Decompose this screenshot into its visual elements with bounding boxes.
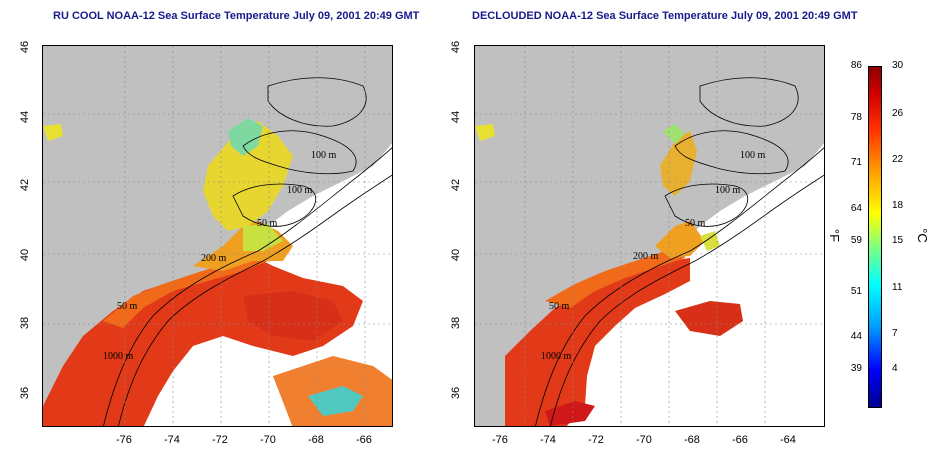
fahrenheit-unit-label: °F [827, 228, 843, 243]
left-map-graphic: 100 m 100 m 50 m 200 m 50 m 1000 m [43, 46, 392, 426]
contour-label: 200 m [633, 251, 659, 262]
x-tick-label: -74 [164, 434, 180, 446]
colorbar-c-tick: 18 [892, 200, 904, 211]
y-tick-label: 38 [19, 316, 32, 330]
x-tick-label: -76 [492, 434, 508, 446]
x-tick-label: -76 [116, 434, 132, 446]
sst-warm-region [505, 258, 690, 426]
contour-label: 200 m [201, 253, 227, 264]
y-tick-label: 38 [450, 316, 463, 330]
colorbar-c-tick: 4 [892, 363, 898, 374]
y-tick-label: 42 [19, 178, 32, 192]
colorbar-c-tick: 15 [892, 235, 904, 246]
x-tick-label: -68 [308, 434, 324, 446]
left-sst-map: 100 m 100 m 50 m 200 m 50 m 1000 m [42, 45, 393, 427]
colorbar-c-tick: 30 [892, 60, 904, 71]
graticule [43, 46, 392, 426]
celsius-unit-label: °C [914, 228, 930, 243]
right-map-graphic: 100 m 100 m 50 m 200 m 50 m 1000 m [475, 46, 824, 426]
colorbar-f-tick: 39 [850, 363, 862, 374]
bathymetry-contours [535, 77, 824, 426]
x-tick-label: -68 [684, 434, 700, 446]
right-sst-map: 100 m 100 m 50 m 200 m 50 m 1000 m [474, 45, 825, 427]
y-tick-label: 44 [450, 110, 463, 124]
contour-label: 100 m [740, 150, 766, 161]
graticule [475, 46, 824, 426]
colorbar-f-tick: 86 [850, 60, 862, 71]
x-tick-label: -64 [780, 434, 796, 446]
contour-label: 50 m [685, 218, 706, 229]
contour-label: 100 m [715, 185, 741, 196]
x-tick-label: -72 [212, 434, 228, 446]
y-tick-label: 40 [450, 248, 463, 262]
colorbar-c-tick: 22 [892, 154, 904, 165]
contour-label: 1000 m [541, 351, 572, 362]
x-tick-label: -72 [588, 434, 604, 446]
colorbar-f-tick: 64 [850, 203, 862, 214]
y-tick-label: 40 [19, 248, 32, 262]
x-tick-label: -66 [732, 434, 748, 446]
temperature-colorbar [868, 66, 882, 408]
colorbar-c-tick: 26 [892, 108, 904, 119]
y-tick-label: 36 [19, 386, 32, 400]
contour-label: 50 m [549, 301, 570, 312]
colorbar-f-tick: 59 [850, 235, 862, 246]
right-map-title: DECLOUDED NOAA-12 Sea Surface Temperatur… [472, 10, 858, 22]
x-tick-label: -74 [540, 434, 556, 446]
colorbar-c-tick: 11 [892, 282, 903, 293]
x-tick-label: -66 [356, 434, 372, 446]
colorbar-f-tick: 71 [850, 157, 862, 168]
y-tick-label: 36 [450, 386, 463, 400]
contour-label: 100 m [311, 150, 337, 161]
left-map-title: RU COOL NOAA-12 Sea Surface Temperature … [53, 10, 420, 22]
y-tick-label: 44 [19, 110, 32, 124]
y-tick-label: 46 [19, 40, 32, 54]
y-tick-label: 42 [450, 178, 463, 192]
contour-label: 50 m [257, 218, 278, 229]
colorbar-f-tick: 44 [850, 331, 862, 342]
contour-label: 1000 m [103, 351, 134, 362]
contour-label: 100 m [287, 185, 313, 196]
colorbar-f-tick: 78 [850, 112, 862, 123]
x-tick-label: -70 [260, 434, 276, 446]
y-tick-label: 46 [450, 40, 463, 54]
bathymetry-contours [103, 77, 392, 426]
colorbar-c-tick: 7 [892, 328, 898, 339]
colorbar-f-tick: 51 [850, 286, 862, 297]
contour-label: 50 m [117, 301, 138, 312]
x-tick-label: -70 [636, 434, 652, 446]
